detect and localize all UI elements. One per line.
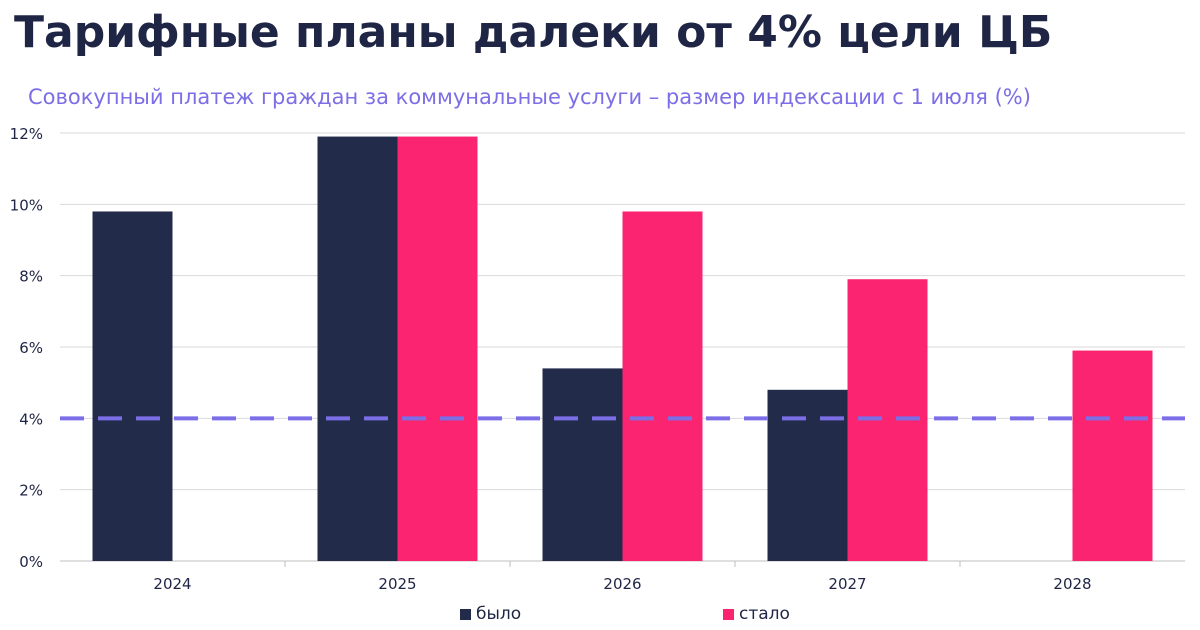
bar-bylo-2024 <box>92 211 173 561</box>
legend-label-stalo: стало <box>739 604 790 624</box>
x-tick-label: 2028 <box>1053 575 1091 593</box>
bars <box>92 136 1153 562</box>
legend-swatch-stalo <box>723 608 734 620</box>
x-tick-label: 2024 <box>153 575 191 593</box>
legend-label-bylo: было <box>476 604 522 624</box>
y-tick-label: 6% <box>19 339 43 357</box>
bar-bylo-2025 <box>317 136 398 562</box>
chart-title: Тарифные планы далеки от 4% цели ЦБ <box>14 7 1053 58</box>
bar-stalo-2025 <box>397 136 478 562</box>
legend-swatch-bylo <box>460 608 471 620</box>
y-tick-label: 0% <box>19 553 43 571</box>
axes: 0% 2% 4% 6% 8% 10% 12% 2024 2025 2026 2027 2028 <box>10 125 1092 593</box>
x-tick-label: 2027 <box>828 575 866 593</box>
y-tick-label: 4% <box>19 410 43 428</box>
x-tick-label: 2026 <box>603 575 641 593</box>
bar-bylo-2027 <box>767 389 848 561</box>
y-tick-label: 2% <box>19 482 43 500</box>
chart-subtitle: Совокупный платеж граждан за коммунальны… <box>28 85 1031 109</box>
y-tick-label: 10% <box>10 196 43 214</box>
bar-stalo-2026 <box>622 211 703 561</box>
bar-bylo-2026 <box>542 368 623 561</box>
legend-item-stalo: стало <box>723 603 790 625</box>
bar-stalo-2028 <box>1072 350 1153 561</box>
y-tick-label: 8% <box>19 268 43 286</box>
bar-chart: 0% 2% 4% 6% 8% 10% 12% 2024 2025 2026 2027 2028 <box>10 125 1185 593</box>
y-tick-label: 12% <box>10 125 43 143</box>
x-tick-label: 2025 <box>378 575 416 593</box>
legend-item-bylo: было <box>460 603 521 625</box>
